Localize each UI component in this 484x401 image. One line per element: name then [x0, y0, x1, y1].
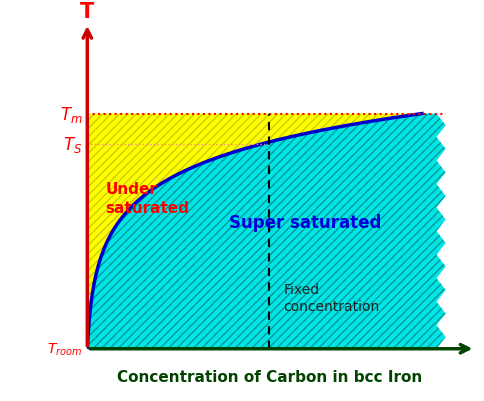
Text: $T_{room}$: $T_{room}$ [47, 341, 82, 357]
Text: $T_S$: $T_S$ [63, 134, 82, 154]
Text: $T_m$: $T_m$ [60, 104, 82, 124]
Text: Super saturated: Super saturated [229, 214, 381, 231]
Polygon shape [87, 114, 421, 349]
Text: Concentration of Carbon in bcc Iron: Concentration of Carbon in bcc Iron [116, 369, 421, 385]
Text: Under
saturated: Under saturated [105, 182, 189, 215]
Text: T: T [80, 2, 94, 22]
Text: Fixed
concentration: Fixed concentration [283, 282, 379, 313]
Polygon shape [87, 114, 445, 349]
